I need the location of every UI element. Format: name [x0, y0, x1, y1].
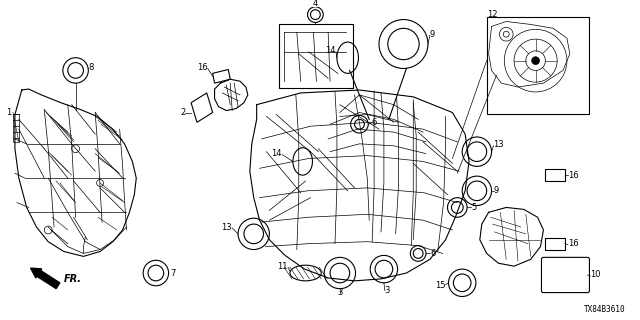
Bar [545, 169, 565, 181]
Text: FR.: FR. [64, 274, 82, 284]
Text: 10: 10 [591, 270, 601, 279]
Text: 5: 5 [471, 203, 476, 212]
Text: 2: 2 [180, 108, 185, 117]
Text: 9: 9 [430, 30, 435, 39]
Text: 16: 16 [568, 171, 579, 180]
Text: 12: 12 [486, 10, 497, 19]
Text: TX84B3610: TX84B3610 [584, 305, 626, 314]
Text: 3: 3 [337, 288, 342, 297]
Circle shape [532, 57, 540, 65]
Text: 14: 14 [271, 149, 281, 158]
Text: 13: 13 [493, 140, 504, 149]
Text: 16: 16 [568, 239, 579, 248]
Text: 11: 11 [278, 262, 288, 271]
FancyArrow shape [31, 268, 60, 289]
Bar [486, 17, 589, 115]
Text: 8: 8 [88, 63, 93, 72]
Bar [13, 115, 19, 142]
Text: 16: 16 [197, 63, 208, 72]
Text: 6: 6 [371, 118, 376, 127]
Text: 13: 13 [221, 222, 232, 232]
Text: 9: 9 [493, 186, 499, 195]
Text: 3: 3 [384, 286, 390, 295]
Text: 6: 6 [430, 249, 435, 258]
Text: 1: 1 [6, 108, 11, 117]
Text: 4: 4 [313, 0, 318, 8]
Bar [545, 238, 565, 250]
Text: 15: 15 [435, 281, 445, 290]
Bar [279, 24, 353, 88]
Text: 7: 7 [170, 268, 176, 277]
Text: 14: 14 [326, 46, 336, 55]
